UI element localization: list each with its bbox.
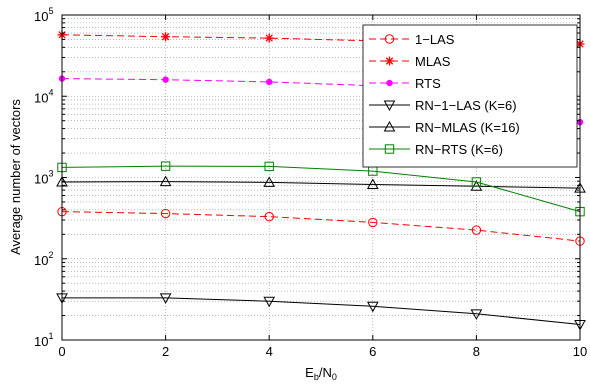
- y-tick-label: 103: [34, 169, 53, 187]
- data-point: [470, 309, 483, 320]
- data-point: [366, 301, 379, 313]
- y-axis-title: Average number of vectors: [8, 99, 23, 255]
- data-point: [160, 161, 171, 171]
- legend-marker: [383, 120, 396, 132]
- legend-entry: 1−LAS: [369, 32, 455, 47]
- legend-label: 1−LAS: [415, 32, 455, 47]
- legend-entry: RTS: [369, 76, 441, 91]
- legend-label: RTS: [415, 76, 441, 91]
- data-point: [471, 177, 482, 187]
- legend-entry: MLAS: [369, 54, 451, 69]
- legend-entry: RN−MLAS (K=16): [369, 120, 520, 135]
- x-tick-label: 4: [266, 344, 273, 359]
- data-point: [263, 176, 276, 187]
- x-tick-label: 2: [162, 344, 169, 359]
- legend-marker: [385, 56, 394, 66]
- x-tick-label: 10: [573, 344, 587, 359]
- legend-marker: [384, 144, 395, 154]
- legend-entry: RN−1−LAS (K=6): [369, 98, 517, 113]
- data-point: [366, 178, 379, 190]
- legend: 1−LAS MLAS RTS RN−1−LAS (K=6) RN−MLAS (K=16)…: [362, 24, 578, 168]
- axis-ticks: 0 2 4 6 8 10 101 102 103 104 105: [34, 6, 587, 359]
- legend-marker: [383, 100, 396, 112]
- data-point: [159, 175, 172, 187]
- data-point: [161, 32, 171, 42]
- legend-label: MLAS: [415, 54, 451, 69]
- legend-marker: [384, 34, 395, 44]
- legend-label: RN−MLAS (K=16): [415, 120, 520, 135]
- data-point: [264, 161, 274, 172]
- data-point: [160, 208, 171, 219]
- data-point: [264, 211, 274, 222]
- series-line: [62, 297, 581, 325]
- data-point: [471, 225, 482, 235]
- x-tick-label: 8: [473, 344, 480, 359]
- y-tick-label: 104: [34, 87, 53, 105]
- series-line: [61, 165, 581, 213]
- legend-marker: [386, 79, 393, 87]
- data-point: [368, 217, 378, 228]
- data-point: [159, 293, 172, 304]
- data-point: [162, 76, 169, 83]
- series-line: [61, 211, 581, 242]
- x-tick-label: 6: [369, 344, 376, 359]
- x-axis-title: Eb/N0: [305, 365, 337, 382]
- data-point: [264, 33, 274, 43]
- y-tick-label: 101: [34, 331, 53, 349]
- data-point: [263, 296, 276, 308]
- legend-label: RN−1−LAS (K=6): [415, 98, 517, 113]
- legend-label: RN−RTS (K=6): [415, 142, 503, 157]
- plot-series: [56, 30, 586, 331]
- y-tick-label: 102: [34, 250, 53, 268]
- legend-box: [362, 24, 578, 168]
- data-point: [265, 78, 273, 86]
- y-tick-label: 105: [34, 6, 53, 24]
- legend-entry: RN−RTS (K=6): [369, 142, 503, 157]
- x-tick-label: 0: [58, 344, 65, 359]
